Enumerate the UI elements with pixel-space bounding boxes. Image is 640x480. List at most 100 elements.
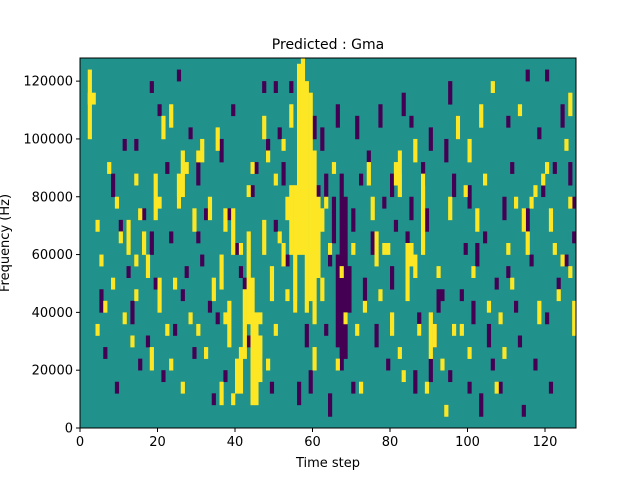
heatmap-cell-high (250, 277, 255, 406)
heatmap-cell-low (529, 254, 534, 267)
heatmap-cell-high (114, 196, 120, 209)
heatmap-cell-low (428, 358, 433, 383)
heatmap-cell-high (122, 312, 127, 325)
y-tick-label: 0 (65, 422, 73, 437)
heatmap-cell-high (273, 173, 278, 186)
heatmap-cell-low (122, 138, 127, 151)
heatmap-cell-high (552, 243, 557, 255)
heatmap-cell-high (285, 196, 290, 221)
heatmap-cell-low (114, 381, 120, 394)
heatmap-plot-area (80, 58, 577, 428)
y-tick-label: 120000 (23, 75, 73, 90)
heatmap-cell-high (525, 231, 530, 255)
heatmap-cell-low (514, 300, 519, 313)
heatmap-cell-low (355, 115, 360, 140)
heatmap-cell-high (258, 312, 263, 325)
heatmap-cell-low (312, 115, 317, 140)
heatmap-cell-low (444, 138, 449, 163)
y-tick-label: 60000 (32, 248, 73, 263)
heatmap-cell-low (560, 104, 565, 128)
heatmap-cell-high (324, 196, 329, 209)
x-tick-label: 120 (533, 435, 558, 450)
heatmap-cell-high (238, 243, 244, 255)
heatmap-cell-low (211, 393, 216, 406)
heatmap-cell-high (471, 266, 476, 278)
heatmap-cell-high (409, 243, 414, 267)
heatmap-cell-low (572, 196, 577, 209)
heatmap-cell-high (138, 208, 143, 221)
heatmap-cell-low (242, 277, 247, 290)
x-tick-label: 80 (382, 435, 399, 450)
heatmap-cell-high (304, 81, 309, 313)
heatmap-cell-low (273, 219, 278, 232)
heatmap-cell-high (196, 150, 201, 163)
heatmap-cell-low (238, 266, 244, 278)
heatmap-cell-high (467, 138, 472, 163)
heatmap-cell-high (161, 115, 166, 140)
heatmap-cell-low (324, 323, 329, 336)
heatmap-cell-low (370, 231, 375, 255)
heatmap-cell-high (242, 289, 247, 359)
heatmap-cell-low (269, 381, 275, 394)
heatmap-cell-high (351, 243, 356, 255)
heatmap-cell-high (366, 162, 371, 186)
heatmap-cell-low (448, 81, 453, 105)
heatmap-cell-high (118, 231, 123, 244)
heatmap-cell-high (211, 277, 216, 302)
heatmap-cell-low (378, 104, 383, 128)
heatmap-cell-low (235, 243, 240, 255)
heatmap-cell-high (254, 312, 259, 406)
heatmap-cell-low (452, 173, 457, 198)
heatmap-cell-high (382, 243, 387, 255)
heatmap-cell-high (134, 289, 139, 302)
heatmap-cell-low (138, 358, 143, 371)
heatmap-cell-high (514, 196, 519, 209)
heatmap-cell-high (126, 219, 131, 255)
heatmap-cell-high (312, 150, 317, 325)
heatmap-cell-high (227, 300, 232, 348)
heatmap-cell-high (235, 358, 240, 394)
heatmap-cell-high (145, 254, 151, 278)
heatmap-cell-high (262, 115, 267, 140)
heatmap-cell-low (382, 196, 387, 209)
heatmap-cell-low (440, 289, 445, 302)
heatmap-cell-high (107, 162, 112, 174)
heatmap-cell-low (537, 127, 542, 140)
plot-frame (79, 57, 577, 429)
heatmap-cell-high (572, 300, 577, 336)
heatmap-cell-high (397, 347, 402, 359)
heatmap-cell-low (568, 162, 573, 186)
heatmap-cell-high (188, 312, 193, 325)
heatmap-cell-high (130, 335, 135, 348)
heatmap-cell-low (308, 370, 313, 394)
y-axis: 0 20000 40000 60000 80000 100000 120000 (23, 75, 80, 437)
heatmap-cell-high (223, 312, 228, 325)
heatmap-cell-low (517, 335, 523, 348)
heatmap-cell-high (285, 289, 290, 302)
heatmap-cell-low (153, 277, 158, 290)
heatmap-cell-low (331, 196, 337, 244)
heatmap-cell-low (200, 254, 205, 267)
heatmap-cell-high (219, 254, 224, 290)
heatmap-cell-high (134, 254, 139, 267)
heatmap-cell-high (370, 196, 375, 221)
heatmap-cell-low (548, 381, 554, 394)
chart-title: Predicted : Gma (272, 37, 384, 53)
heatmap-cell-high (452, 323, 457, 336)
heatmap-cell-high (339, 266, 344, 278)
heatmap-cell-high (448, 196, 453, 221)
heatmap-cell-low (246, 335, 251, 348)
heatmap-cell-high (421, 173, 426, 255)
heatmap-cell-high (250, 162, 255, 174)
heatmap-cell-high (393, 162, 399, 186)
heatmap-cell-high (556, 289, 561, 302)
heatmap-cell-high (331, 162, 337, 174)
heatmap-cell-low (196, 231, 201, 244)
heatmap-cell-high (281, 138, 286, 151)
heatmap-cell-high (320, 277, 325, 302)
x-axis: 0 20 40 60 80 100 120 (76, 428, 558, 450)
heatmap-cell-low (475, 243, 480, 267)
heatmap-cell-low (463, 243, 468, 255)
heatmap-cell-high (405, 243, 410, 302)
heatmap-cell-high (541, 173, 546, 186)
